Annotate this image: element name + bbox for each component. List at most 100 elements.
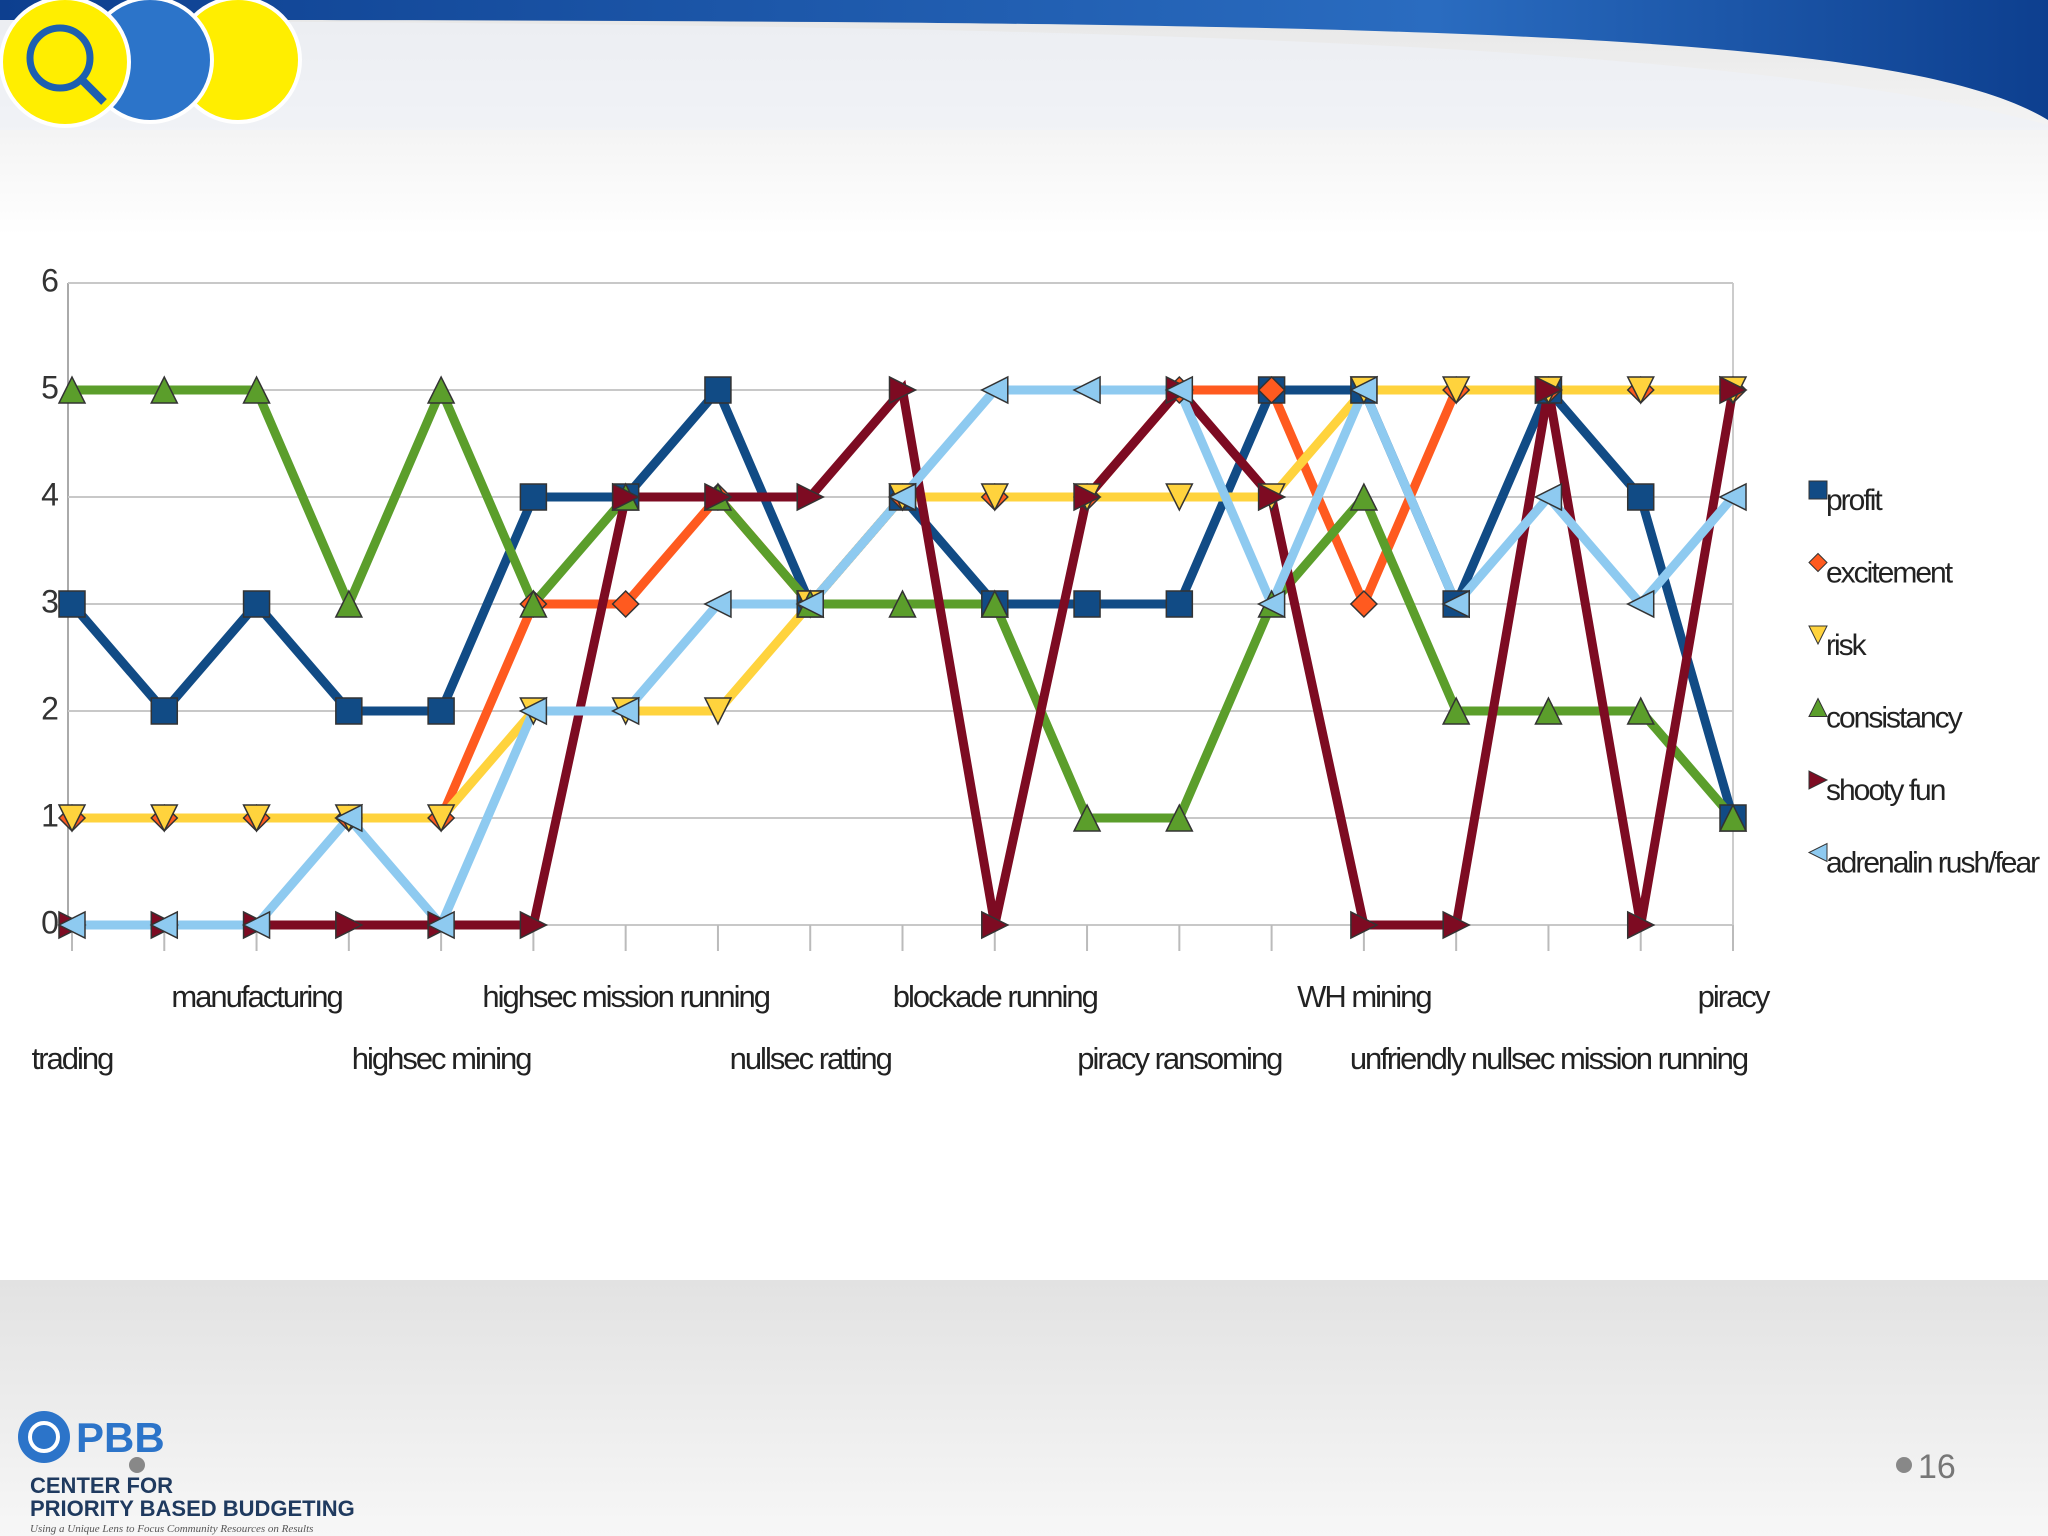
marker: [1072, 375, 1101, 405]
y-tick-label: 5: [41, 369, 59, 405]
marker: [704, 376, 732, 404]
x-tick-label: WH mining: [1297, 979, 1431, 1014]
legend-label: shooty fun: [1826, 774, 1945, 807]
marker: [1257, 375, 1286, 405]
marker: [1165, 483, 1194, 512]
header-band: [0, 0, 2048, 120]
marker: [1626, 910, 1656, 940]
y-tick-label: 4: [41, 476, 59, 512]
marker: [1165, 803, 1194, 832]
marker: [1349, 482, 1379, 511]
legend-marker: [1808, 770, 1829, 790]
marker: [1073, 590, 1101, 618]
marker: [1349, 589, 1378, 619]
legend-marker: [1808, 552, 1828, 573]
org-line: PRIORITY BASED BUDGETING: [30, 1496, 355, 1521]
marker: [1165, 590, 1194, 618]
marker: [519, 589, 548, 618]
marker: [519, 483, 548, 511]
marker: [426, 804, 456, 833]
marker: [242, 590, 271, 618]
logo-handle: [77, 75, 107, 105]
marker: [150, 804, 179, 833]
marker: [57, 910, 86, 940]
tagline: Using a Unique Lens to Focus Community R…: [30, 1523, 313, 1535]
footer-logo-circle: [18, 1411, 70, 1463]
legend-label: excitement: [1826, 556, 1954, 589]
x-tick-label: piracy ransoming: [1077, 1041, 1282, 1076]
marker: [980, 483, 1009, 512]
marker: [1072, 803, 1102, 832]
legend-label: profit: [1826, 484, 1883, 517]
legend-marker: [1807, 842, 1828, 863]
x-tick-label: nullsec ratting: [730, 1041, 892, 1076]
marker: [150, 375, 179, 404]
marker: [610, 696, 640, 726]
legend-marker: [1808, 480, 1828, 500]
marker: [1350, 910, 1379, 940]
marker: [1441, 696, 1471, 725]
y-tick-label: 1: [41, 797, 59, 833]
marker: [1719, 375, 1748, 405]
marker: [426, 375, 456, 404]
logo-ring: [26, 24, 94, 92]
marker: [980, 375, 1009, 405]
marker: [1533, 482, 1563, 512]
header-shine: [0, 20, 2048, 130]
marker: [149, 910, 179, 940]
marker: [1442, 910, 1471, 940]
marker: [1626, 589, 1655, 619]
marker: [981, 910, 1010, 940]
marker: [150, 697, 179, 725]
marker: [1441, 376, 1471, 405]
marker: [1626, 376, 1655, 405]
x-tick-label: highsec mission running: [482, 979, 769, 1014]
marker: [242, 375, 271, 404]
x-tick-label: blockade running: [893, 979, 1098, 1014]
x-tick-label: unfriendly nullsec mission running: [1350, 1041, 1748, 1076]
marker: [704, 482, 733, 512]
marker: [1441, 589, 1470, 619]
x-tick-label: manufacturing: [171, 979, 342, 1014]
marker: [1718, 482, 1747, 512]
footer-logo-text: PBB: [76, 1414, 165, 1461]
marker: [1626, 483, 1655, 511]
marker: [703, 697, 733, 726]
marker: [1164, 375, 1194, 405]
marker: [241, 910, 271, 940]
footer-logo-ring: [28, 1421, 60, 1453]
marker: [335, 697, 363, 725]
marker: [796, 482, 825, 512]
x-tick-label: highsec mining: [352, 1041, 532, 1076]
legend-label: adrenalin rush/fear: [1826, 846, 2040, 879]
marker: [1073, 482, 1102, 512]
marker: [1256, 589, 1286, 619]
marker: [1626, 696, 1655, 725]
bullet: [1896, 1457, 1912, 1473]
marker: [887, 482, 917, 512]
marker: [426, 910, 455, 940]
footer-bg: [0, 1280, 2048, 1536]
marker: [518, 696, 548, 726]
marker: [334, 589, 364, 618]
y-tick-label: 0: [41, 904, 59, 940]
marker: [611, 589, 640, 619]
bullet: [129, 1457, 145, 1473]
marker: [1718, 803, 1748, 832]
marker: [980, 589, 1009, 618]
marker: [703, 589, 732, 619]
marker: [888, 589, 917, 618]
marker: [58, 590, 86, 618]
marker: [57, 375, 87, 404]
marker: [611, 482, 641, 512]
y-tick-label: 6: [41, 262, 59, 298]
x-tick-label: piracy: [1698, 979, 1771, 1014]
y-tick-label: 3: [41, 583, 59, 619]
x-tick-label: trading: [32, 1041, 114, 1076]
marker: [795, 589, 824, 619]
marker: [1534, 696, 1563, 725]
legend-marker: [1808, 697, 1828, 717]
y-tick-label: 2: [41, 690, 59, 726]
